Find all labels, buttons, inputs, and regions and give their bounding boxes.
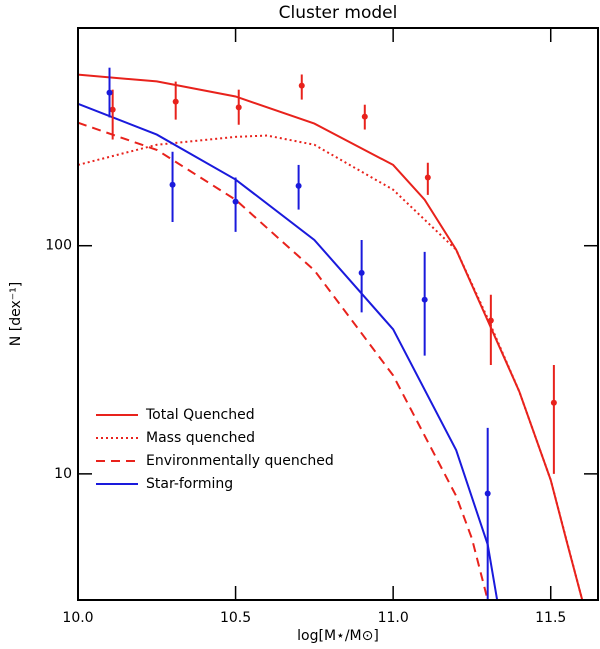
x-tick-label: 10.5 — [220, 610, 251, 626]
x-axis-label: log[M⋆/M⊙] — [297, 628, 379, 644]
data-point — [424, 174, 431, 181]
data-point — [421, 296, 428, 303]
data-point — [550, 399, 557, 406]
plot-area — [78, 67, 584, 600]
data-point — [169, 181, 176, 188]
legend-label: Total Quenched — [145, 407, 255, 423]
x-tick-label: 11.5 — [535, 610, 566, 626]
x-tick-label: 11.0 — [378, 610, 409, 626]
legend-label: Mass quenched — [146, 430, 255, 446]
model-line — [78, 102, 499, 600]
data-point — [361, 113, 368, 120]
model-line — [78, 134, 584, 600]
chart-title: Cluster model — [279, 3, 398, 23]
model-line — [78, 121, 489, 600]
data-point — [358, 269, 365, 276]
data-point — [487, 317, 494, 324]
data-point — [232, 198, 239, 205]
y-tick-label: 100 — [45, 238, 72, 254]
legend-label: Environmentally quenched — [146, 453, 334, 469]
data-point — [106, 89, 113, 96]
y-tick-label: 10 — [54, 466, 72, 482]
x-tick-label: 10.0 — [62, 610, 93, 626]
y-axis-label: N [dex⁻¹] — [8, 282, 24, 346]
data-point — [235, 104, 242, 111]
plot-frame — [77, 27, 599, 601]
data-point — [298, 82, 305, 89]
data-point — [484, 490, 491, 497]
data-point — [109, 106, 116, 113]
model-line — [78, 73, 584, 600]
legend-label: Star-forming — [146, 476, 233, 492]
data-point — [295, 182, 302, 189]
data-point — [172, 98, 179, 105]
